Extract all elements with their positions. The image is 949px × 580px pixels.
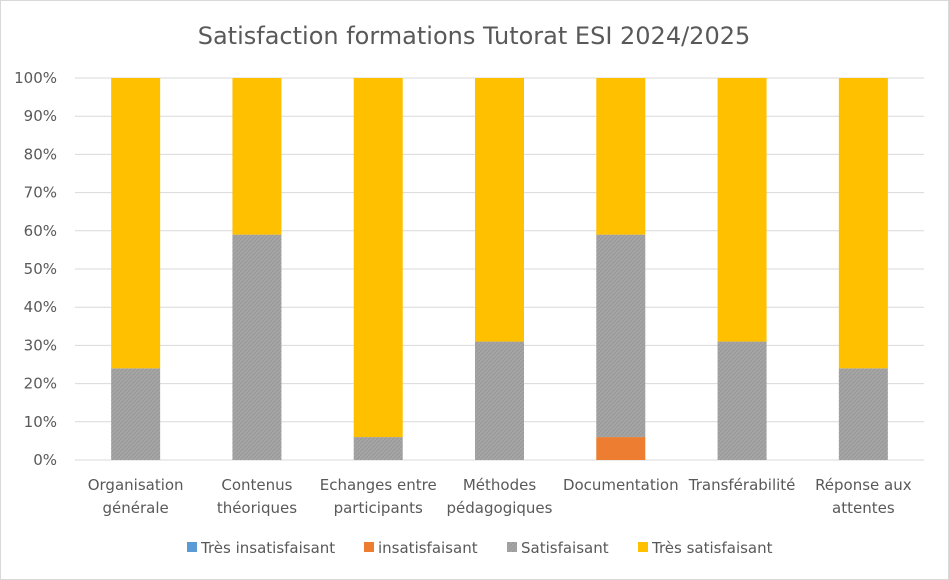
bar-segment: [717, 341, 767, 460]
x-category-label: Echanges entre: [320, 476, 437, 494]
legend: Très insatisfaisant insatisfaisant Satisfa…: [187, 539, 773, 557]
x-category-label: attentes: [832, 499, 895, 517]
legend-swatch: [187, 542, 197, 552]
x-category-label: Documentation: [563, 476, 679, 494]
legend-swatch: [507, 542, 517, 552]
y-tick-label: 70%: [24, 184, 57, 202]
legend-label: insatisfaisant: [378, 539, 478, 557]
bar-segment: [111, 78, 161, 369]
bar-segment: [232, 78, 282, 235]
y-tick-label: 0%: [33, 451, 57, 469]
bar-segment: [232, 234, 282, 460]
bars: [111, 78, 888, 460]
x-category-label: participants: [334, 499, 423, 517]
y-axis-ticks: 0% 10% 20% 30% 40% 50% 60% 70% 80% 90% 100%: [14, 69, 57, 469]
bar-segment: [475, 341, 524, 460]
x-axis-labels: Organisation générale Contenus théoriques Ec…: [88, 476, 912, 517]
x-category-label: générale: [103, 499, 169, 517]
chart-title: Satisfaction formations Tutorat ESI 2024…: [198, 22, 751, 50]
x-category-label: Organisation: [88, 476, 184, 494]
y-tick-label: 30%: [24, 336, 57, 354]
y-tick-label: 80%: [24, 145, 57, 163]
y-tick-label: 20%: [24, 375, 57, 393]
x-category-label: pédagogiques: [447, 499, 553, 517]
legend-label: Très insatisfaisant: [200, 539, 335, 557]
bar-segment: [596, 78, 646, 235]
legend-label: Satisfaisant: [521, 539, 609, 557]
bar-segment: [596, 234, 646, 438]
bar-segment: [596, 437, 646, 460]
y-tick-label: 100%: [14, 69, 57, 87]
legend-label: Très satisfaisant: [651, 539, 773, 557]
bar-segment: [353, 437, 403, 460]
x-category-label: Transférabilité: [688, 476, 796, 494]
bar-segment: [353, 78, 403, 438]
bar-segment: [717, 78, 767, 342]
x-category-label: Réponse aux: [815, 476, 912, 494]
x-category-label: théoriques: [217, 499, 297, 517]
legend-swatch: [638, 542, 648, 552]
y-tick-label: 40%: [24, 298, 57, 316]
x-category-label: Méthodes: [463, 476, 536, 494]
bar-segment: [838, 78, 888, 369]
y-tick-label: 50%: [24, 260, 57, 278]
bar-segment: [838, 368, 888, 460]
y-tick-label: 10%: [24, 413, 57, 431]
bar-segment: [111, 368, 161, 460]
y-tick-label: 60%: [24, 222, 57, 240]
x-category-label: Contenus: [221, 476, 292, 494]
bar-segment: [475, 78, 524, 342]
legend-swatch: [364, 542, 374, 552]
y-tick-label: 90%: [24, 107, 57, 125]
